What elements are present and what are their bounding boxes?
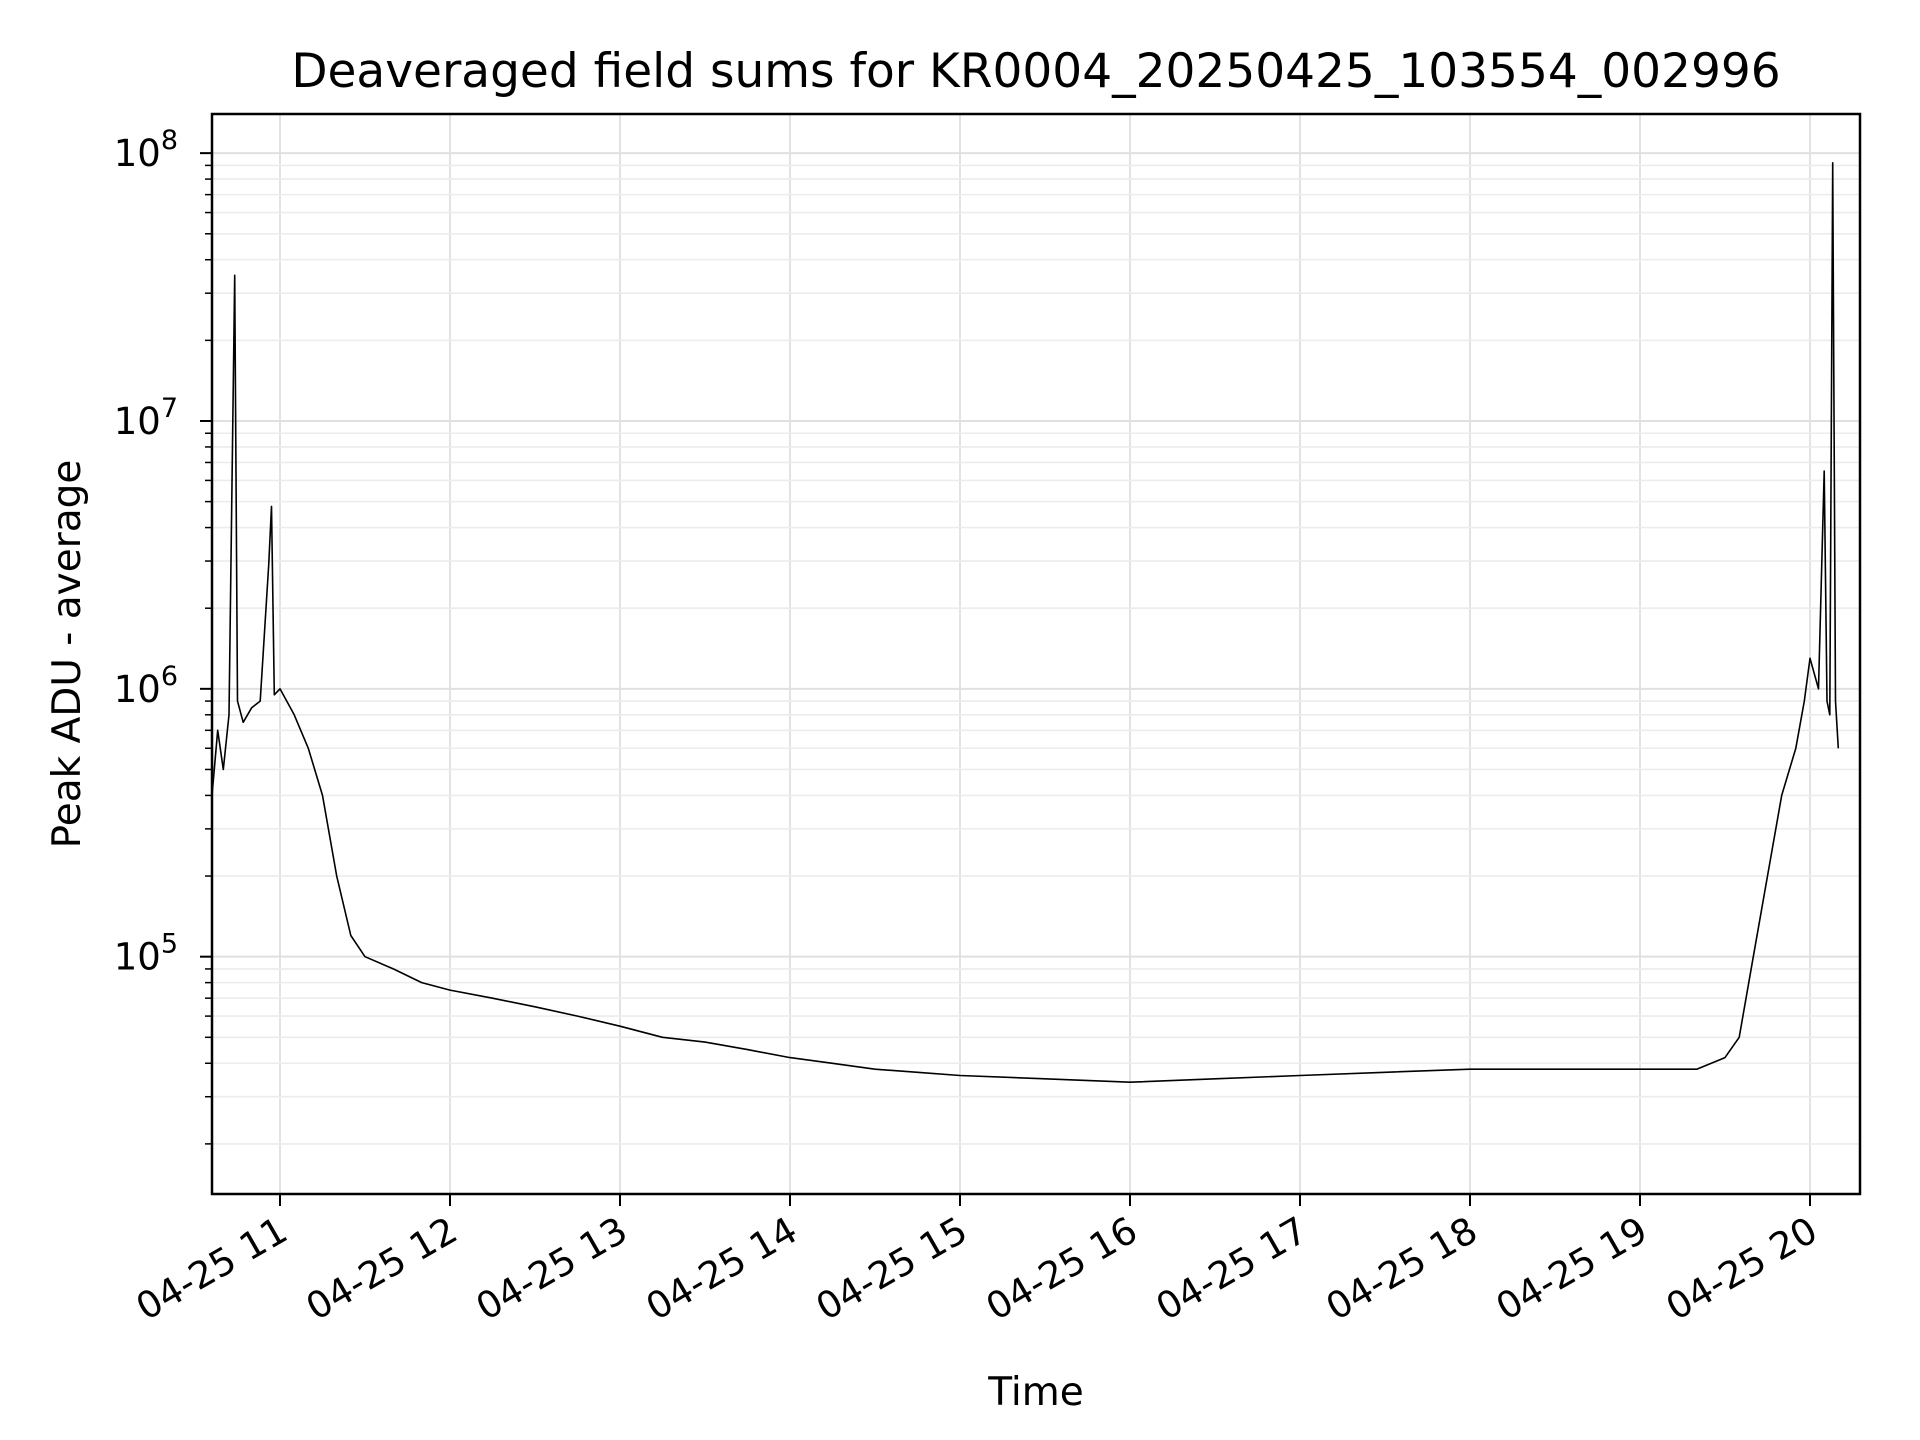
x-tick-label: 04-25 18 <box>1319 1209 1485 1329</box>
x-tick-label: 04-25 16 <box>979 1209 1145 1329</box>
y-tick-label: 106 <box>114 661 178 711</box>
x-tick-label: 04-25 14 <box>639 1209 805 1329</box>
series-group <box>211 162 1840 1083</box>
x-axis: 04-25 11 04-25 12 04-25 13 04-25 14 04-25 15… <box>129 1194 1825 1329</box>
y-axis: 105 106 107 108 <box>114 125 212 1145</box>
grid <box>212 114 1860 1194</box>
y-tick-label: 108 <box>114 125 178 175</box>
x-tick-label: 04-25 15 <box>809 1209 975 1329</box>
x-tick-label: 04-25 13 <box>469 1209 635 1329</box>
plot-frame <box>210 112 1862 1196</box>
x-tick-label: 04-25 11 <box>129 1209 295 1329</box>
chart-title: Deaveraged field sums for KR0004_2025042… <box>291 44 1780 99</box>
series-line-0 <box>211 162 1840 1083</box>
y-tick-label: 105 <box>114 929 178 979</box>
x-tick-label: 04-25 17 <box>1149 1209 1315 1329</box>
y-tick-label: 107 <box>114 393 178 443</box>
x-tick-label: 04-25 20 <box>1659 1209 1825 1329</box>
x-tick-label: 04-25 12 <box>299 1209 465 1329</box>
x-tick-label: 04-25 19 <box>1489 1209 1655 1329</box>
y-axis-label: Peak ADU - average <box>45 460 90 849</box>
x-axis-label: Time <box>987 1370 1083 1415</box>
